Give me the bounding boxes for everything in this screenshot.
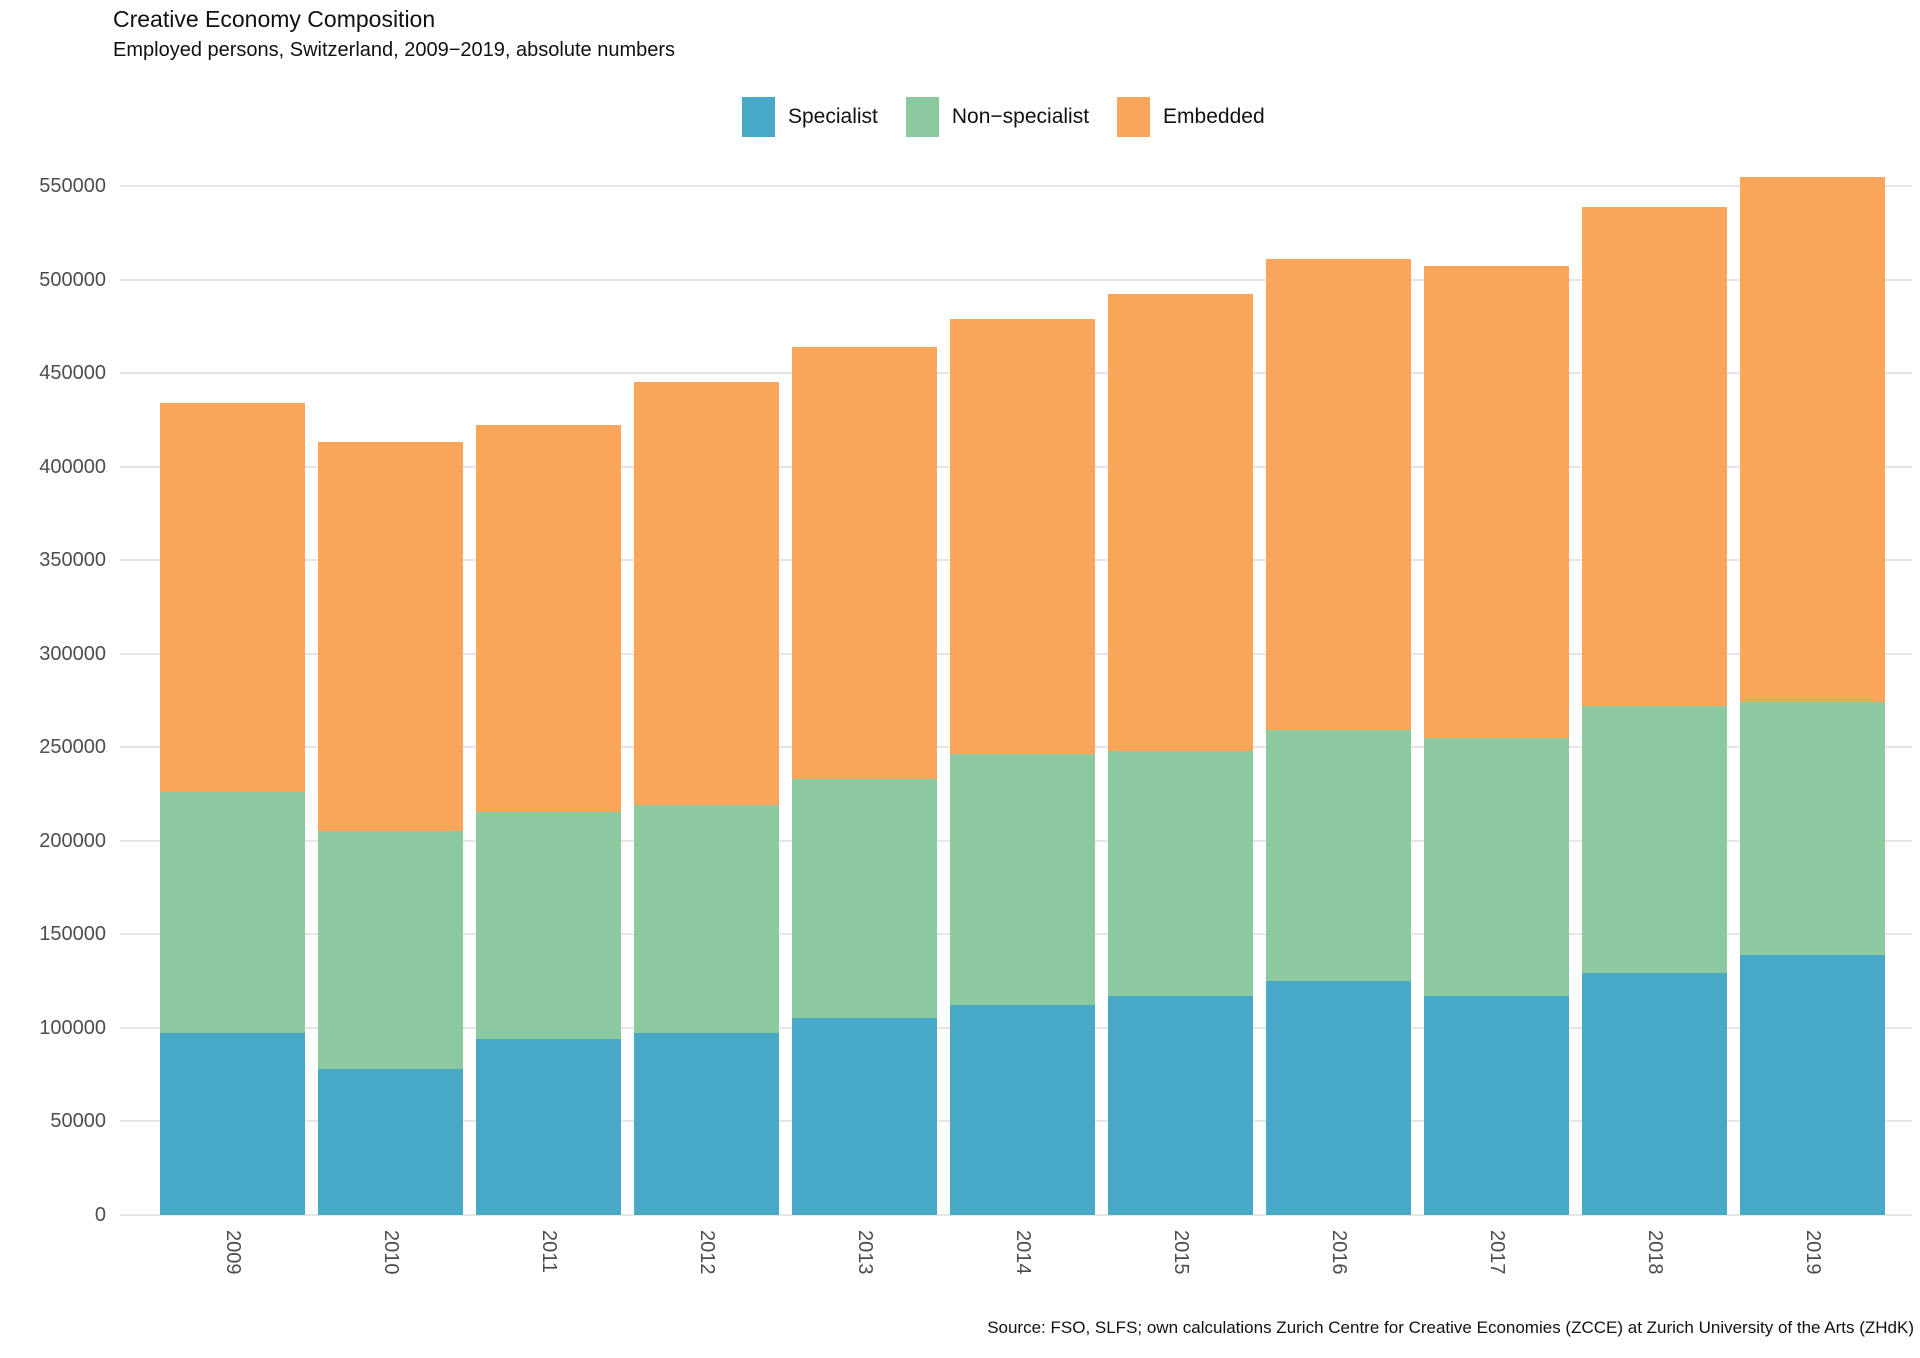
x-axis-tick-label: 2013 [853,1230,876,1275]
bar-segment-embedded [1424,266,1569,738]
bar-2016 [1266,258,1411,1215]
y-axis-tick-label: 200000 [39,829,106,852]
source-note: Source: FSO, SLFS; own calculations Zuri… [987,1318,1914,1337]
bar-segment-embedded [476,425,621,813]
y-axis-tick-label: 300000 [39,642,106,665]
gridline [120,185,1912,187]
legend-item-embedded: Embedded [1117,97,1265,137]
gridline [120,278,1912,281]
bar-segment-non-specialist [1740,702,1885,955]
bar-2017 [1424,266,1569,1215]
bar-segment-non-specialist [318,831,463,1069]
bar-segment-non-specialist [634,805,779,1034]
bar-segment-embedded [1108,294,1253,751]
legend-swatch-specialist-icon [742,97,775,137]
bar-segment-non-specialist [1582,705,1727,974]
x-axis-tick-label: 2018 [1643,1230,1666,1275]
bar-segment-specialist [1740,954,1885,1215]
legend-item-non-specialist: Non−specialist [905,97,1090,137]
bar-segment-specialist [1582,973,1727,1215]
x-axis-tick-label: 2016 [1327,1230,1350,1275]
bar-segment-embedded [160,402,305,792]
x-axis-tick-label: 2012 [695,1230,718,1275]
legend-swatch-embedded-icon [1117,97,1151,137]
y-axis-tick-label: 350000 [39,549,106,571]
x-axis-tick-label: 2017 [1485,1230,1508,1275]
gridline [120,1213,1912,1216]
x-axis-tick-label: 2009 [221,1230,244,1275]
y-axis-tick-label: 50000 [50,1110,106,1132]
bar-segment-embedded [1582,206,1727,706]
legend-label-non-specialist: Non−specialist [951,105,1090,128]
legend-label-specialist: Specialist [788,105,878,128]
bar-segment-embedded [1266,258,1411,731]
chart-subtitle: Employed persons, Switzerland, 2009−2019… [113,39,676,61]
bar-segment-embedded [318,442,463,832]
y-axis-tick-label: 500000 [39,268,106,291]
x-axis-tick-label: 2015 [1169,1230,1192,1275]
bar-2018 [1582,206,1727,1215]
bar-segment-non-specialist [1108,750,1253,996]
legend-item-specialist: Specialist [742,97,878,137]
bar-segment-specialist [1266,980,1411,1215]
y-axis-tick-label: 100000 [39,1016,106,1039]
bar-2014 [950,318,1095,1215]
bar-segment-non-specialist [160,791,305,1034]
chart-title: Creative Economy Composition [113,6,436,32]
bar-segment-specialist [634,1033,779,1215]
legend-swatch-non-specialist-icon [905,97,939,137]
bar-segment-non-specialist [792,778,937,1019]
bar-2012 [634,382,779,1215]
bar-2013 [792,346,937,1215]
bar-segment-embedded [792,346,937,779]
bar-segment-specialist [792,1018,937,1215]
x-axis-tick-label: 2014 [1011,1230,1034,1275]
bar-segment-embedded [634,382,779,805]
bar-2015 [1108,294,1253,1215]
x-axis-tick-label: 2011 [537,1230,560,1274]
bar-segment-specialist [950,1005,1095,1215]
y-axis-tick-label: 150000 [39,923,106,945]
bar-segment-specialist [160,1033,305,1215]
y-axis-tick-label: 400000 [39,455,106,478]
bar-segment-specialist [476,1038,621,1215]
legend-label-embedded: Embedded [1163,105,1265,128]
y-axis-tick-label: 0 [94,1203,106,1226]
bar-2010 [318,442,463,1215]
bar-segment-specialist [1424,995,1569,1215]
bar-2011 [476,425,621,1215]
bar-segment-specialist [318,1068,463,1215]
bar-segment-specialist [1108,995,1253,1215]
y-axis-tick-label: 450000 [39,362,106,384]
bar-segment-non-specialist [1266,730,1411,981]
y-axis-tick-label: 250000 [39,736,106,758]
x-axis-tick-label: 2010 [379,1230,402,1275]
bar-segment-embedded [1740,176,1885,703]
bar-segment-non-specialist [950,754,1095,1006]
bar-2019 [1740,176,1885,1215]
bar-segment-non-specialist [476,812,621,1039]
bar-segment-non-specialist [1424,737,1569,996]
bar-2009 [160,402,305,1215]
bar-segment-embedded [950,318,1095,755]
y-axis-tick-label: 550000 [39,175,106,197]
legend: Specialist Non−specialist Embedded [742,97,1265,137]
x-axis-tick-label: 2019 [1801,1230,1824,1275]
